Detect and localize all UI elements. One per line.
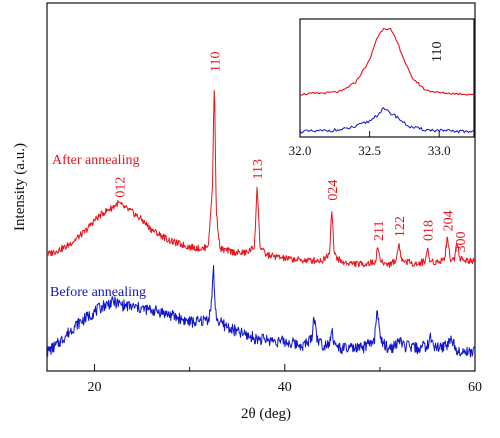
inset-frame	[299, 18, 475, 138]
inset-plot: 32.0 32.5 33.0 110	[289, 18, 475, 158]
inset-title: 110	[430, 42, 445, 62]
main-plot: 20 40 60 2θ (deg) Intensity (a.u.) After anne…	[12, 2, 482, 422]
inset-x-tick-label: 33.0	[428, 143, 451, 158]
peak-label: 122	[393, 216, 408, 237]
peak-label: 300	[454, 232, 469, 253]
peak-label: 110	[208, 52, 223, 72]
x-tick-label: 60	[468, 380, 482, 395]
series-label-before: Before annealing	[50, 285, 146, 300]
x-tick-label: 40	[278, 380, 292, 395]
inset-x-tick-label: 32.5	[358, 143, 381, 158]
peak-label: 211	[372, 221, 387, 241]
x-axis-title: 2θ (deg)	[241, 406, 291, 422]
series-after-annealing	[46, 89, 476, 268]
inset-series-after-annealing	[299, 27, 475, 96]
inset-series-before-annealing	[299, 106, 475, 134]
peak-label: 113	[251, 159, 266, 179]
peak-label: 012	[113, 177, 128, 198]
peak-label: 024	[326, 180, 341, 201]
plot-frame	[46, 2, 476, 372]
inset-x-tick-label: 32.0	[289, 143, 312, 158]
y-axis-title: Intensity (a.u.)	[12, 143, 28, 231]
series-before-annealing	[46, 265, 476, 358]
peak-label: 204	[441, 210, 456, 231]
peak-label: 018	[421, 220, 436, 241]
series-label-after: After annealing	[52, 153, 139, 168]
x-tick-label: 20	[88, 380, 102, 395]
